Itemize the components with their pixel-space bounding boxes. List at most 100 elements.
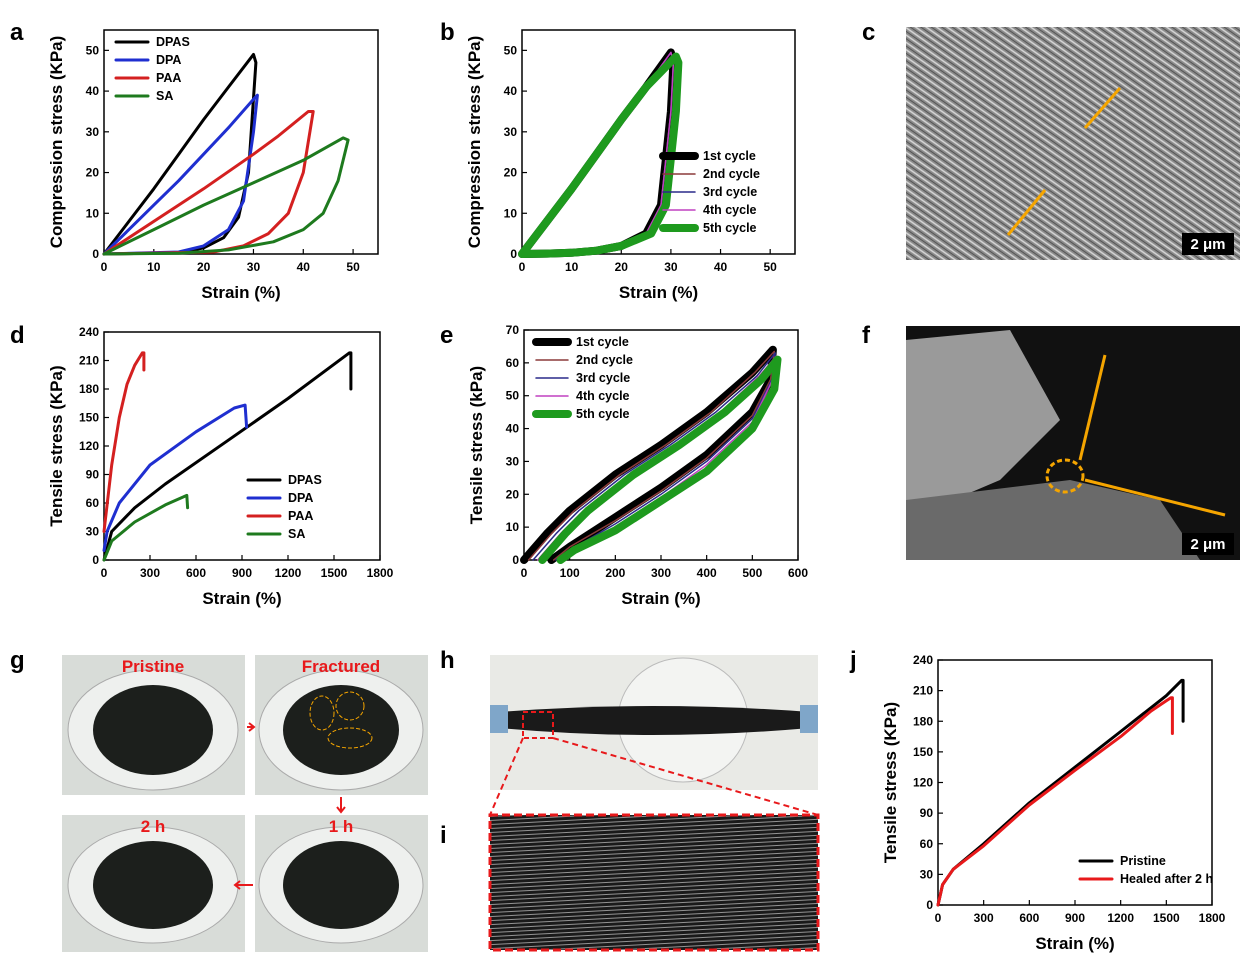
photo-label: Fractured <box>302 657 380 676</box>
x-tick-label: 300 <box>974 911 994 925</box>
legend-label: 3rd cycle <box>703 185 757 199</box>
panel-label: d <box>10 322 25 349</box>
x-tick-label: 40 <box>297 260 311 274</box>
x-tick-label: 20 <box>615 260 629 274</box>
x-tick-label: 30 <box>664 260 678 274</box>
panel-label: c <box>862 19 875 46</box>
y-tick-label: 150 <box>79 411 99 425</box>
y-tick-label: 30 <box>86 125 100 139</box>
y-tick-label: 0 <box>510 247 517 261</box>
panel-label: j <box>849 647 857 674</box>
y-tick-label: 40 <box>506 422 520 436</box>
y-tick-label: 20 <box>506 487 520 501</box>
y-tick-label: 90 <box>920 806 934 820</box>
x-tick-label: 1500 <box>1153 911 1180 925</box>
y-tick-label: 120 <box>913 776 933 790</box>
x-tick-label: 600 <box>788 566 808 580</box>
glove <box>800 705 818 733</box>
y-tick-label: 30 <box>920 867 934 881</box>
x-tick-label: 100 <box>560 566 580 580</box>
y-tick-label: 30 <box>506 454 520 468</box>
gel <box>283 841 399 929</box>
y-tick-label: 50 <box>506 389 520 403</box>
legend-label: 5th cycle <box>576 407 630 421</box>
y-tick-label: 10 <box>506 520 520 534</box>
gel <box>93 685 213 775</box>
photo-grid: Pristine Fractured 2 h 1 h <box>62 655 428 952</box>
x-tick-label: 1800 <box>1199 911 1226 925</box>
x-tick-label: 30 <box>247 260 261 274</box>
legend-label: DPAS <box>288 473 322 487</box>
legend-label: Healed after 2 h <box>1120 872 1213 886</box>
y-tick-label: 50 <box>86 43 100 57</box>
panel-label: e <box>440 322 453 349</box>
gel <box>93 841 213 929</box>
y-tick-label: 30 <box>86 525 100 539</box>
legend-label: 4th cycle <box>703 203 757 217</box>
y-axis-label: Tensile stress (KPa) <box>47 365 66 526</box>
scale-bar: 2 μm <box>1190 536 1225 553</box>
x-tick-label: 900 <box>1065 911 1085 925</box>
legend-label: Pristine <box>1120 854 1166 868</box>
chart: 0102030405001020304050Strain (%)Compress… <box>465 30 795 302</box>
x-tick-label: 500 <box>742 566 762 580</box>
y-tick-label: 50 <box>504 43 518 57</box>
x-axis-label: Strain (%) <box>619 283 698 302</box>
photo-label: 1 h <box>329 817 354 836</box>
photo-label: 2 h <box>141 817 166 836</box>
y-tick-label: 0 <box>92 247 99 261</box>
series-line <box>104 112 313 255</box>
y-tick-label: 240 <box>913 653 933 667</box>
y-tick-label: 0 <box>926 898 933 912</box>
panel-label: b <box>440 19 455 46</box>
legend-label: 3rd cycle <box>576 371 630 385</box>
x-tick-label: 0 <box>101 260 108 274</box>
x-tick-label: 600 <box>186 566 206 580</box>
x-tick-label: 200 <box>605 566 625 580</box>
series-line <box>104 95 257 254</box>
legend-label: SA <box>156 89 173 103</box>
legend-label: DPA <box>156 53 181 67</box>
y-tick-label: 90 <box>86 468 100 482</box>
x-tick-label: 0 <box>101 566 108 580</box>
x-tick-label: 0 <box>935 911 942 925</box>
x-tick-label: 1800 <box>367 566 394 580</box>
y-tick-label: 0 <box>92 553 99 567</box>
legend-label: 4th cycle <box>576 389 630 403</box>
x-axis-label: Strain (%) <box>202 589 281 608</box>
y-tick-label: 0 <box>512 553 519 567</box>
series-line <box>104 353 351 560</box>
x-tick-label: 300 <box>651 566 671 580</box>
sem-image <box>906 27 1240 260</box>
x-tick-label: 1200 <box>1107 911 1134 925</box>
stretched-gel <box>500 706 810 735</box>
y-tick-label: 150 <box>913 745 933 759</box>
y-axis-label: Compression stress (KPa) <box>465 36 484 249</box>
y-tick-label: 210 <box>913 684 933 698</box>
y-tick-label: 60 <box>920 837 934 851</box>
y-tick-label: 180 <box>913 714 933 728</box>
y-tick-label: 10 <box>86 206 100 220</box>
arrow <box>247 723 254 731</box>
y-tick-label: 20 <box>86 166 100 180</box>
x-axis-label: Strain (%) <box>621 589 700 608</box>
y-tick-label: 10 <box>504 206 518 220</box>
legend-label: 1st cycle <box>576 335 629 349</box>
x-tick-label: 0 <box>521 566 528 580</box>
glove <box>490 705 508 733</box>
x-tick-label: 0 <box>519 260 526 274</box>
x-tick-label: 400 <box>697 566 717 580</box>
y-tick-label: 60 <box>506 356 520 370</box>
x-tick-label: 300 <box>140 566 160 580</box>
y-axis-label: Tensile stress (kPa) <box>467 366 486 524</box>
chart: 0100200300400500600010203040506070Strain… <box>467 323 808 608</box>
arrow <box>337 797 345 812</box>
legend-label: SA <box>288 527 305 541</box>
x-tick-label: 50 <box>764 260 778 274</box>
legend-label: DPA <box>288 491 313 505</box>
y-axis-label: Compression stress (KPa) <box>47 36 66 249</box>
panel-label: f <box>862 322 871 349</box>
